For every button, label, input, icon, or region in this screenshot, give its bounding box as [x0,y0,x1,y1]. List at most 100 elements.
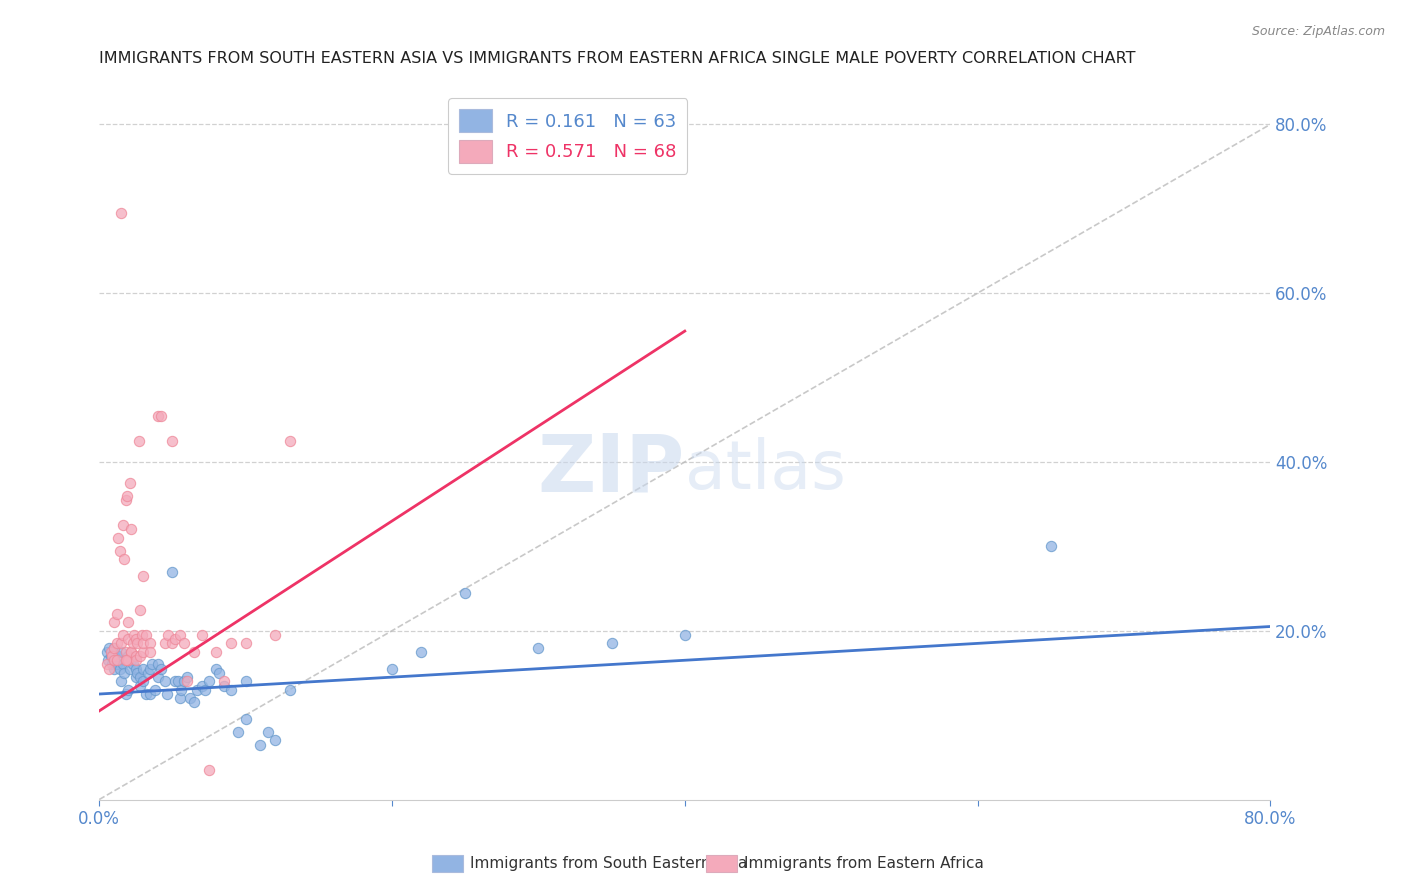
Point [173,674,195,689]
Point [256,725,278,739]
Point [117,615,139,630]
Point [129,602,152,616]
Point [107,648,129,663]
Point [132,645,155,659]
Point [190,679,212,693]
Point [107,531,129,545]
Point [111,628,134,642]
Point [179,691,201,706]
Point [100,645,122,659]
Point [167,674,190,689]
Point [117,632,139,647]
Point [131,628,153,642]
Point [219,636,242,650]
Point [155,687,177,701]
Point [278,682,301,697]
Point [165,632,187,647]
Text: ZIP: ZIP [537,431,685,508]
Point [114,645,136,659]
Point [110,636,132,650]
Point [600,636,623,650]
Point [381,662,404,676]
Point [125,648,148,663]
Point [125,662,148,676]
Point [105,653,128,667]
Point [146,409,169,423]
Point [117,682,139,697]
Point [120,645,142,659]
Point [141,657,163,672]
Point [115,653,138,667]
Point [198,763,221,777]
Point [139,687,162,701]
Point [103,615,125,630]
Point [146,657,169,672]
Point [117,648,139,663]
Point [143,682,166,697]
Point [249,738,271,752]
Point [129,648,152,663]
Point [264,733,287,747]
Point [226,725,249,739]
Point [103,653,125,667]
Point [98,640,121,655]
Point [117,653,139,667]
Point [97,653,120,667]
Text: Source: ZipAtlas.com: Source: ZipAtlas.com [1251,25,1385,38]
Point [219,682,242,697]
Point [173,636,195,650]
Text: Immigrants from South Eastern Asia: Immigrants from South Eastern Asia [470,856,747,871]
Point [149,662,172,676]
Point [118,662,141,676]
Point [96,645,118,659]
Text: Immigrants from Eastern Africa: Immigrants from Eastern Africa [744,856,984,871]
Point [115,653,138,667]
Point [100,648,122,663]
Point [114,492,136,507]
Point [110,206,132,220]
Point [103,640,125,655]
Point [132,674,155,689]
Point [105,607,128,621]
Point [235,712,257,726]
Point [454,586,477,600]
Point [139,662,162,676]
Text: atlas: atlas [685,436,845,502]
Point [128,434,150,448]
Point [112,665,135,680]
Point [205,645,228,659]
Point [212,674,235,689]
Point [98,662,121,676]
Point [146,670,169,684]
Point [118,476,141,491]
Point [114,653,136,667]
Point [170,682,193,697]
Point [110,645,132,659]
Point [122,657,145,672]
Point [127,636,149,650]
Point [208,665,231,680]
Point [156,628,179,642]
Point [103,662,125,676]
Point [132,662,155,676]
Point [114,687,136,701]
Point [120,645,142,659]
Point [1039,539,1062,553]
Point [125,632,148,647]
Point [103,648,125,663]
Point [235,636,257,650]
Point [176,674,198,689]
Point [125,653,148,667]
Point [110,674,132,689]
Point [162,565,184,579]
Point [264,628,287,642]
Point [122,636,145,650]
Point [103,653,125,667]
Point [169,628,191,642]
Point [129,670,152,684]
Point [120,653,142,667]
Point [190,628,212,642]
Point [136,665,159,680]
Point [105,636,128,650]
Legend: R = 0.161   N = 63, R = 0.571   N = 68: R = 0.161 N = 63, R = 0.571 N = 68 [449,98,688,174]
